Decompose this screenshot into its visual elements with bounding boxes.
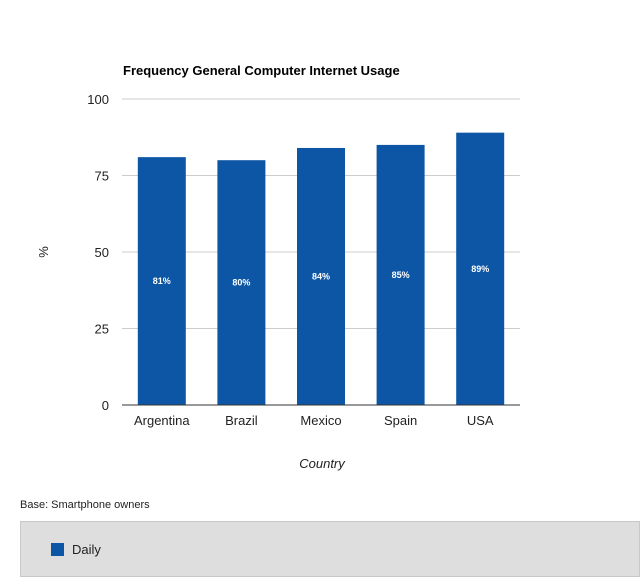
y-tick-label: 50 xyxy=(95,245,109,260)
bar-value-label: 80% xyxy=(232,278,250,288)
bar-value-label: 84% xyxy=(312,271,330,281)
legend-swatch xyxy=(51,543,64,556)
bar-value-label: 81% xyxy=(153,276,171,286)
bar-value-label: 89% xyxy=(471,264,489,274)
x-axis-label: Country xyxy=(299,456,346,471)
x-tick-labels: Argentina Brazil Mexico Spain USA xyxy=(134,413,494,428)
x-tick-label: Argentina xyxy=(134,413,190,428)
chart-title: Frequency General Computer Internet Usag… xyxy=(123,63,400,78)
y-tick-labels: 0 25 50 75 100 xyxy=(87,92,109,413)
x-tick-label: Spain xyxy=(384,413,417,428)
legend: Daily xyxy=(20,521,640,577)
base-footnote: Base: Smartphone owners xyxy=(20,499,150,511)
x-tick-label: Mexico xyxy=(300,413,341,428)
bar-value-label: 85% xyxy=(392,270,410,280)
y-axis-label: % xyxy=(36,246,51,258)
x-tick-label: USA xyxy=(467,413,494,428)
bar-spain xyxy=(376,144,425,405)
legend-label: Daily xyxy=(72,542,101,557)
bar-value-labels: 81% 80% 84% 85% 89% xyxy=(153,264,489,288)
y-tick-label: 75 xyxy=(95,169,109,184)
bars xyxy=(137,132,505,405)
x-tick-label: Brazil xyxy=(225,413,258,428)
y-tick-label: 25 xyxy=(95,322,109,337)
bar-argentina xyxy=(137,157,186,405)
bar-mexico xyxy=(297,147,345,405)
y-tick-label: 0 xyxy=(102,398,109,413)
bar-usa xyxy=(456,132,505,405)
legend-item-daily[interactable]: Daily xyxy=(51,542,101,557)
y-tick-label: 100 xyxy=(87,92,109,107)
bar-chart: Frequency General Computer Internet Usag… xyxy=(36,63,520,471)
bar-brazil xyxy=(217,160,266,405)
